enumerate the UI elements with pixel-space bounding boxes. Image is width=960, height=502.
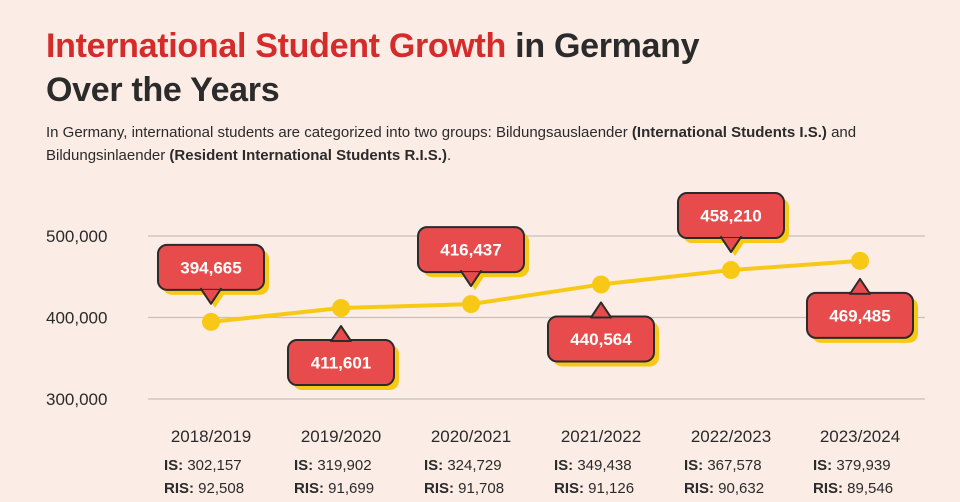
callout-seam (722, 233, 740, 238)
ris-value: RIS: 91,708 (424, 480, 504, 497)
subtitle-bold1: (International Students I.S.) (631, 124, 827, 141)
is-value: IS: 349,438 (554, 457, 632, 474)
point-layer (202, 251, 869, 331)
callout-seam (851, 294, 869, 299)
data-point (592, 275, 610, 294)
line-layer (209, 258, 862, 324)
data-label: 440,564 (570, 330, 632, 349)
callout-seam (462, 267, 480, 272)
value-callout: 416,437 (417, 226, 529, 291)
is-value: IS: 302,157 (164, 457, 242, 474)
callout-seam (202, 284, 220, 289)
x-tick-label: 2021/2022 (561, 427, 641, 446)
x-tick-label: 2022/2023 (691, 427, 771, 446)
data-label: 416,437 (440, 241, 501, 260)
y-tick-label: 400,000 (46, 309, 107, 328)
x-tick-label: 2020/2021 (431, 427, 511, 446)
callout-seam (332, 342, 350, 347)
callout-pointer (849, 277, 871, 295)
value-callout: 394,665 (157, 243, 269, 308)
x-tick-label: 2023/2024 (820, 427, 900, 446)
is-value: IS: 367,578 (684, 457, 762, 474)
page-title: International Student Growth in Germany O… (46, 24, 700, 112)
x-tick-label: 2019/2020 (301, 427, 381, 446)
ris-value: RIS: 91,126 (554, 480, 634, 497)
callout-layer: 394,665 411,601 416,437 440,564 458,210 469,4… (157, 192, 918, 391)
is-value: IS: 324,729 (424, 457, 502, 474)
data-point (332, 299, 350, 318)
value-callout: 458,210 (677, 192, 789, 257)
title-line2: Over the Years (46, 71, 280, 109)
is-value: IS: 379,939 (813, 457, 891, 474)
ris-value: RIS: 92,508 (164, 480, 244, 497)
y-tick-label: 500,000 (46, 227, 107, 246)
x-tick-label: 2018/2019 (171, 427, 251, 446)
data-point (462, 295, 480, 314)
data-point (851, 251, 869, 270)
ris-value: RIS: 89,546 (813, 480, 893, 497)
data-label: 469,485 (829, 306, 890, 325)
ris-value: RIS: 91,699 (294, 480, 374, 497)
title-rest: in Germany (506, 27, 700, 65)
subtitle-part3: . (446, 147, 452, 164)
value-callout: 440,564 (547, 301, 659, 367)
subtitle-part1: In Germany, international students are c… (46, 124, 632, 141)
subtitle: In Germany, international students are c… (46, 121, 926, 167)
series-line (209, 258, 862, 324)
category-layer: 2018/2019 IS: 302,157 RIS: 92,508 2019/2020… (164, 427, 900, 497)
callout-pointer (590, 301, 612, 319)
ris-value: RIS: 90,632 (684, 480, 764, 497)
subtitle-bold2: (Resident International Students R.I.S.) (169, 147, 447, 164)
title-accent: International Student Growth (46, 27, 507, 65)
callout-seam (592, 318, 610, 323)
value-callout: 411,601 (287, 325, 399, 391)
data-label: 411,601 (311, 354, 372, 373)
data-label: 458,210 (700, 207, 761, 226)
grid-layer: 300,000 400,000 500,000 (46, 227, 925, 409)
callout-pointer (330, 325, 352, 343)
y-tick-label: 300,000 (46, 390, 107, 409)
data-point (722, 261, 740, 280)
data-label: 394,665 (180, 258, 241, 277)
is-value: IS: 319,902 (294, 457, 372, 474)
data-point (202, 312, 220, 331)
subtitle-part2: and Bildungsinlaender (46, 124, 857, 164)
value-callout: 469,485 (806, 277, 918, 343)
